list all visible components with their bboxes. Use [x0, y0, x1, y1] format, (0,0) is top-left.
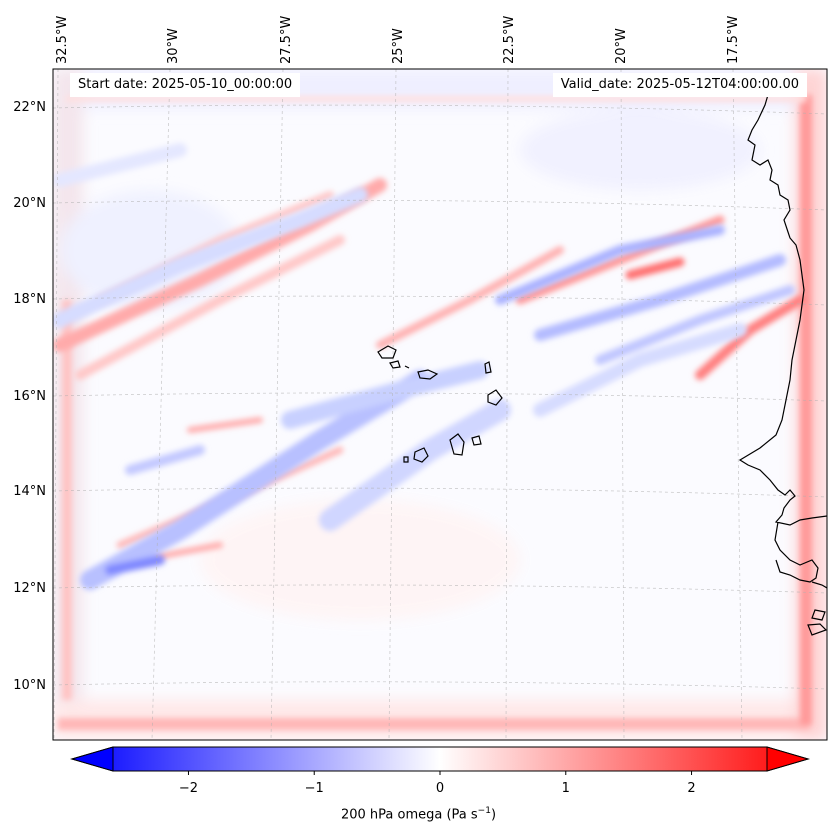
lat-label: 16°N — [13, 389, 46, 404]
lat-label: 22°N — [13, 100, 46, 115]
lat-label: 20°N — [13, 196, 46, 211]
colorbar-tick-label: 0 — [436, 781, 444, 796]
lon-label: 22.5°W — [502, 16, 517, 64]
colorbar-label-text: 200 hPa omega (Pa s — [340, 807, 478, 823]
lat-label: 14°N — [13, 484, 46, 499]
lat-label: 10°N — [13, 678, 46, 693]
colorbar-label-close: ) — [490, 807, 497, 823]
lon-label: 17.5°W — [726, 16, 741, 64]
colorbar: −2 −1 0 1 2 — [70, 746, 810, 796]
lat-label: 18°N — [13, 292, 46, 307]
lon-label: 30°W — [166, 28, 181, 64]
map-frame — [52, 68, 828, 741]
colorbar-tick-label: −2 — [179, 781, 198, 796]
colorbar-extend-min — [70, 746, 114, 772]
lat-label: 12°N — [13, 581, 46, 596]
colorbar-tick-label: 2 — [687, 781, 695, 796]
colorbar-tick-label: −1 — [305, 781, 324, 796]
valid-date-label: Valid_date: 2025-05-12T04:00:00.00 — [552, 73, 807, 97]
lat-labels: 22°N 20°N 18°N 16°N 14°N 12°N 10°N — [13, 100, 46, 693]
colorbar-label: 200 hPa omega (Pa s−1) — [0, 806, 837, 822]
colorbar-tick-label: 1 — [562, 781, 570, 796]
lon-label: 25°W — [391, 28, 406, 64]
start-date-label: Start date: 2025-05-10_00:00:00 — [70, 73, 301, 97]
colorbar-extend-max — [766, 746, 810, 772]
colorbar-body — [70, 746, 810, 772]
lon-label: 27.5°W — [279, 16, 294, 64]
lon-labels: 32.5°W 30°W 27.5°W 25°W 22.5°W 20°W 17.5… — [55, 16, 741, 64]
lon-label: 32.5°W — [55, 16, 70, 64]
coastline — [738, 87, 827, 636]
cape-verde-islands — [377, 345, 503, 463]
omega-field — [53, 69, 827, 740]
gridlines — [53, 69, 827, 740]
lon-label: 20°W — [614, 28, 629, 64]
colorbar-label-exponent: −1 — [477, 806, 491, 816]
